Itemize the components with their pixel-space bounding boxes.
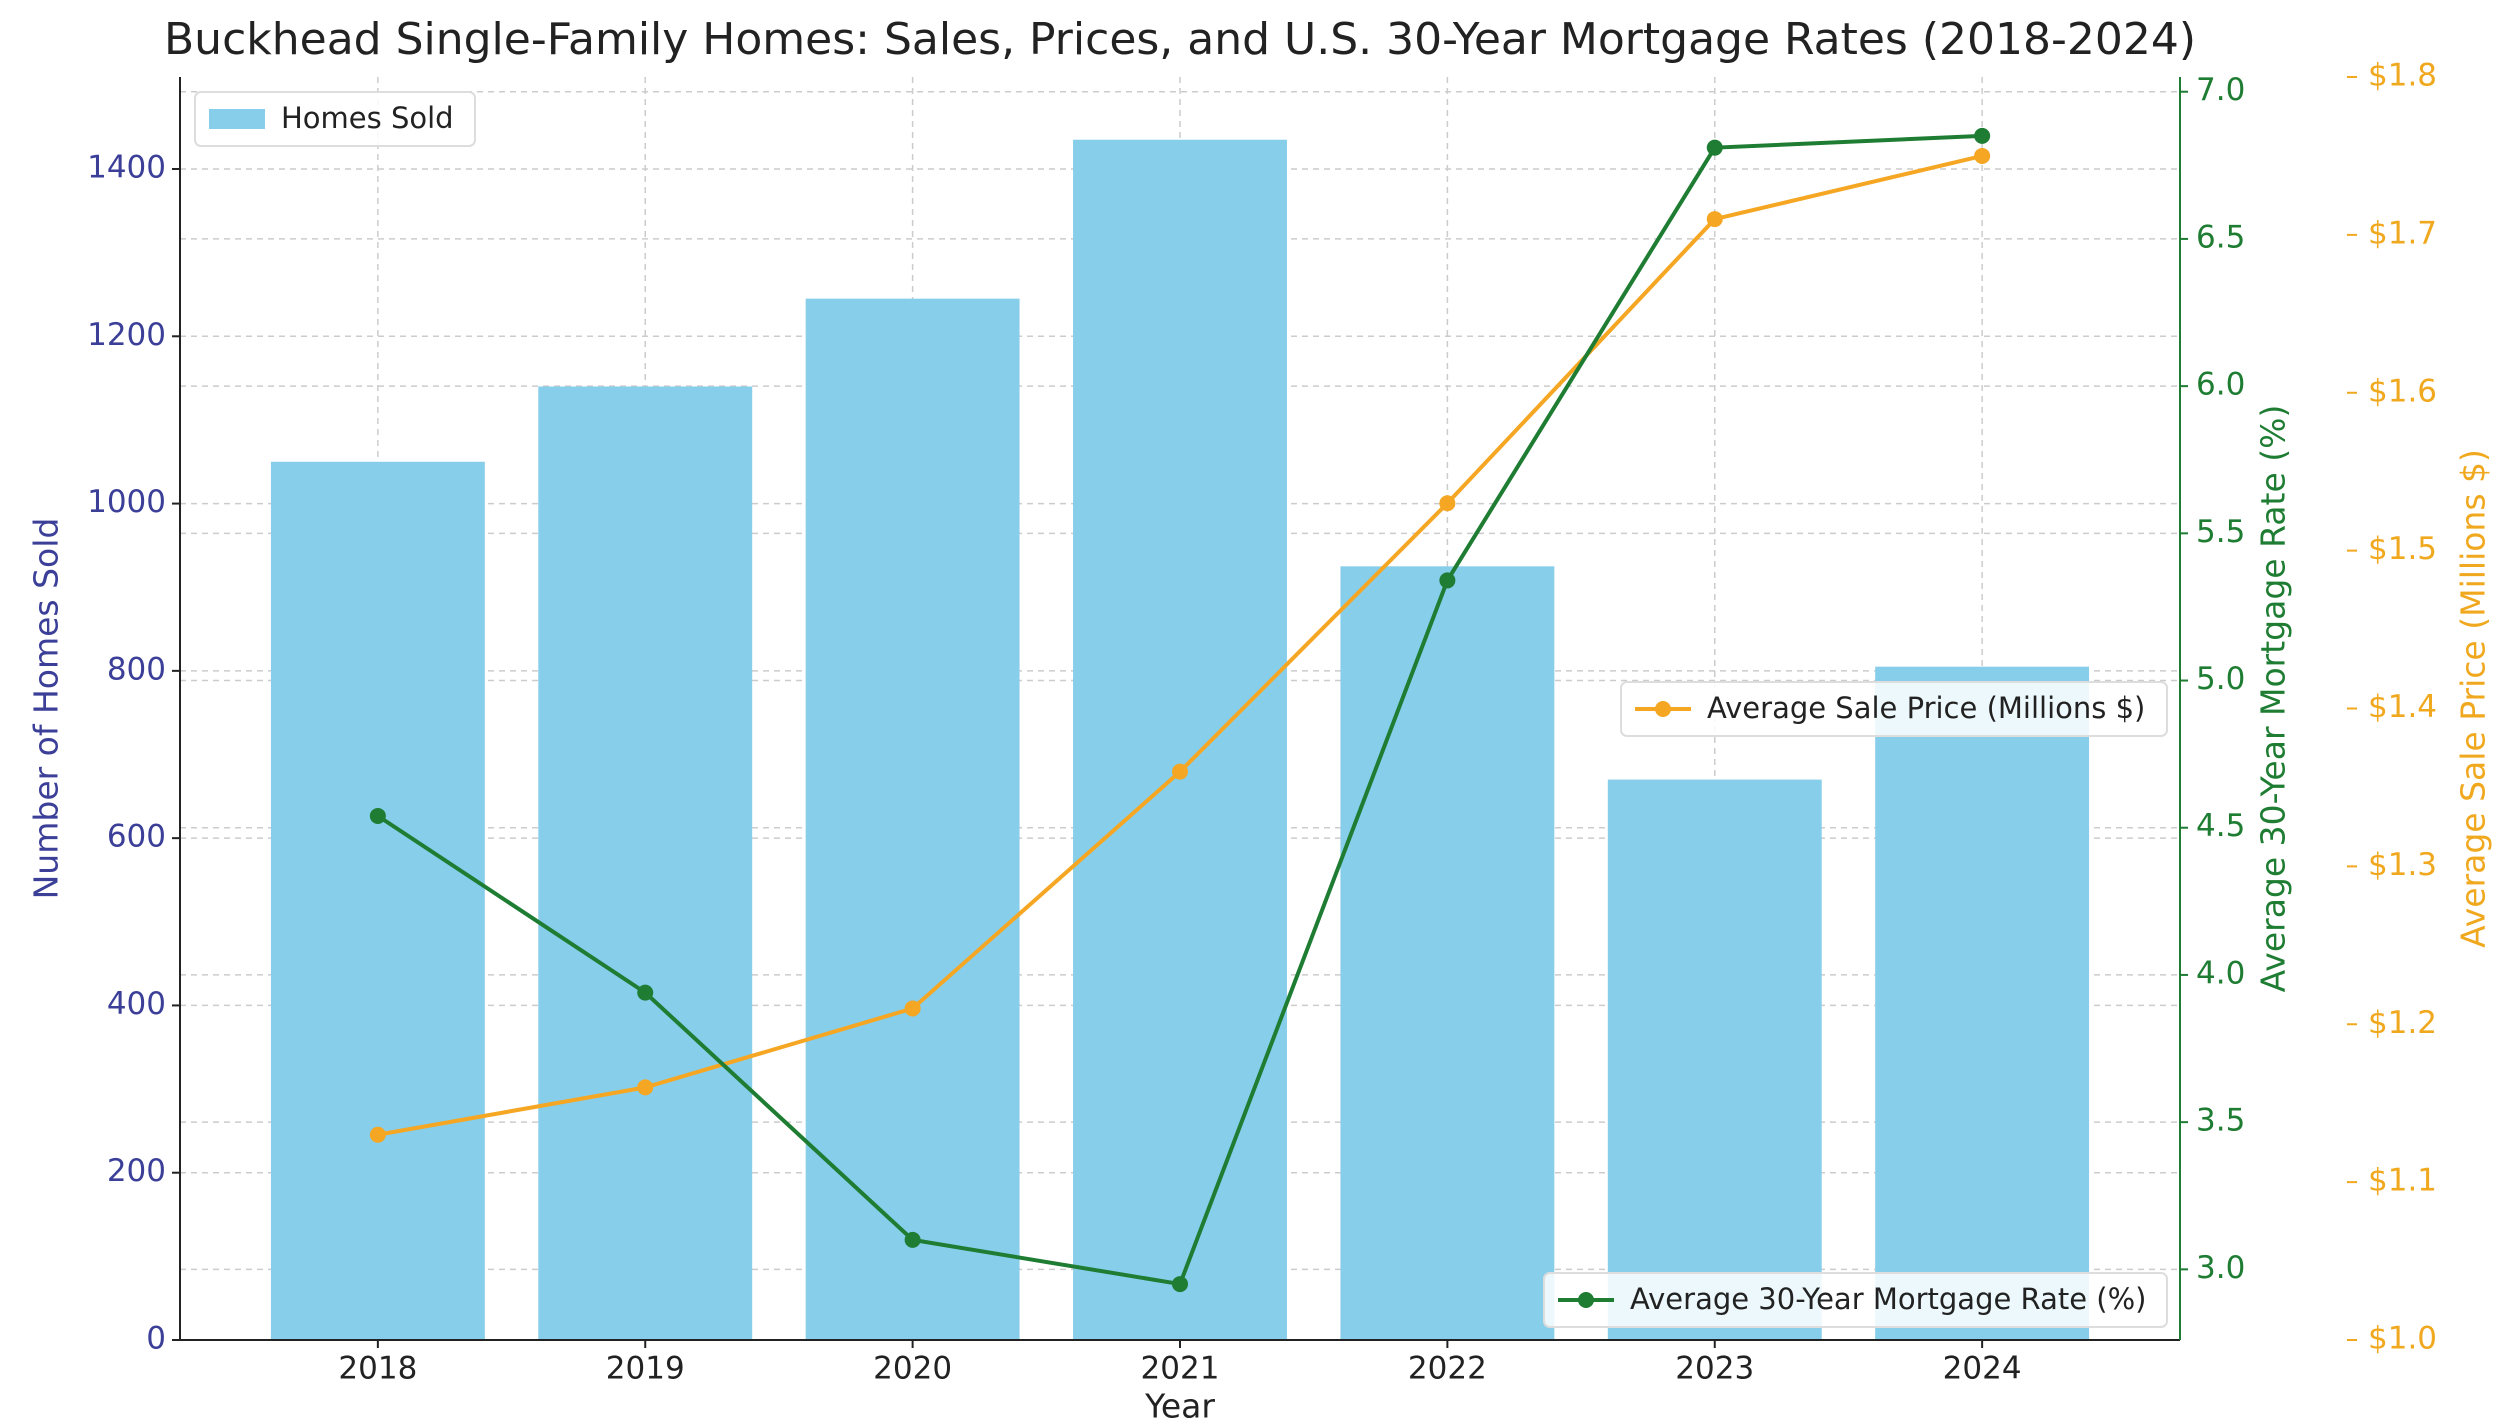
legend: Average 30-Year Mortgage Rate (%): [1543, 1272, 2168, 1328]
y-tick-label: 0: [146, 1321, 166, 1357]
bar: [805, 298, 1020, 1340]
x-tick-label: 2022: [1408, 1351, 1487, 1387]
y2-tick-label: 7.0: [2196, 72, 2245, 108]
y2-tick-label: 5.5: [2196, 514, 2245, 550]
point: [369, 807, 386, 824]
y-tick-label: 1200: [87, 317, 166, 353]
legend-label: Homes Sold: [281, 101, 454, 135]
bar: [1340, 566, 1555, 1340]
y-tick-label: 1400: [87, 150, 166, 186]
y3-tick-label: $1.1: [2368, 1163, 2437, 1199]
point: [1172, 763, 1188, 780]
y3-tick-label: $1.0: [2368, 1321, 2437, 1357]
x-tick-label: 2021: [1141, 1351, 1220, 1387]
point: [369, 1126, 386, 1143]
legend-label: Average Sale Price (Millions $): [1707, 691, 2145, 725]
x-tick-label: 2020: [873, 1351, 952, 1387]
x-tick-label: 2023: [1675, 1351, 1754, 1387]
y-axis-label: Number of Homes Sold: [27, 518, 66, 900]
x-tick-label: 2018: [338, 1351, 417, 1387]
bar: [538, 386, 753, 1340]
x-tick-label: 2019: [606, 1351, 685, 1387]
point: [637, 1079, 654, 1096]
y-tick-label: 200: [107, 1153, 166, 1189]
legend: Average Sale Price (Millions $): [1620, 681, 2168, 737]
legend-box: [1543, 1272, 2168, 1328]
y2-tick-label: 4.5: [2196, 808, 2245, 844]
y-tick-label: 600: [107, 819, 166, 855]
point: [1172, 1276, 1188, 1293]
chart-title: Buckhead Single-Family Homes: Sales, Pri…: [164, 14, 2196, 65]
point: [1974, 147, 1991, 164]
y3-tick-label: $1.7: [2368, 215, 2437, 251]
point: [1439, 572, 1456, 589]
y2-tick-label: 5.0: [2196, 661, 2245, 697]
bar: [1875, 666, 2090, 1340]
legend-swatch: [209, 109, 265, 129]
y2-axis-label: Average 30-Year Mortgage Rate (%): [2254, 405, 2293, 993]
point: [904, 1000, 921, 1017]
y2-tick-label: 6.0: [2196, 367, 2245, 403]
point: [1706, 139, 1723, 156]
y3-tick-label: $1.6: [2368, 373, 2437, 409]
point: [904, 1231, 921, 1248]
y3-tick-label: $1.2: [2368, 1005, 2437, 1041]
point: [637, 984, 654, 1001]
x-axis-label: Year: [1144, 1387, 1215, 1425]
point: [1706, 211, 1723, 228]
y2-tick-label: 3.5: [2196, 1103, 2245, 1139]
bar: [270, 461, 485, 1340]
point: [1974, 127, 1991, 144]
legend-label: Average 30-Year Mortgage Rate (%): [1630, 1282, 2146, 1316]
y3-tick-label: $1.3: [2368, 847, 2437, 883]
y3-tick-label: $1.8: [2368, 58, 2437, 94]
x-tick-label: 2024: [1943, 1351, 2022, 1387]
y3-tick-label: $1.5: [2368, 531, 2437, 567]
legend-box: [194, 91, 476, 147]
point: [1439, 495, 1456, 512]
y2-tick-label: 4.0: [2196, 955, 2245, 991]
y3-tick-label: $1.4: [2368, 689, 2437, 725]
y3-axis-label: Average Sale Price (Millions $): [2454, 449, 2493, 948]
legend-swatch: [1655, 701, 1671, 717]
legend-swatch: [1578, 1292, 1594, 1308]
y-tick-label: 400: [107, 986, 166, 1022]
bar: [1607, 779, 1822, 1340]
y-tick-label: 800: [107, 651, 166, 687]
y-tick-label: 1000: [87, 484, 166, 520]
bar: [1073, 139, 1287, 1340]
legend: Homes Sold: [194, 91, 476, 147]
y2-tick-label: 3.0: [2196, 1250, 2245, 1286]
y2-tick-label: 6.5: [2196, 219, 2245, 255]
legend-box: [1620, 681, 2168, 737]
